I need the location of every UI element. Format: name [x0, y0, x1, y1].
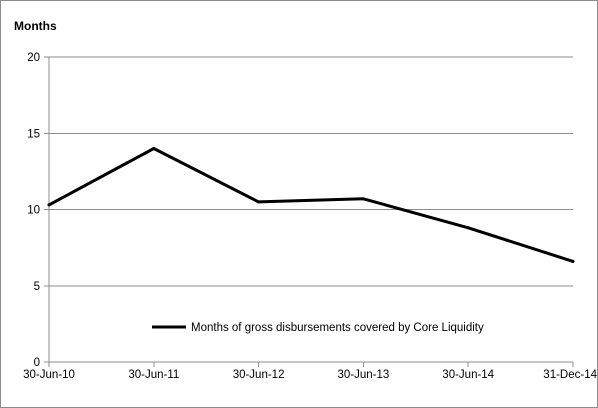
- x-tick-label: 30-Jun-13: [338, 369, 390, 381]
- data-point: [257, 200, 261, 204]
- y-tick-label: 0: [34, 357, 40, 369]
- x-tick-labels: 30-Jun-10 30-Jun-11 30-Jun-12 30-Jun-13 30-J…: [23, 362, 598, 381]
- y-tick-label: 5: [34, 281, 40, 293]
- data-point: [466, 226, 470, 230]
- data-point: [571, 259, 575, 263]
- legend: Months of gross disbursements covered by…: [152, 322, 484, 334]
- legend-label: Months of gross disbursements covered by…: [191, 322, 484, 334]
- y-tick-labels: 0 5 10 15 20: [27, 52, 40, 369]
- x-tick-label: 30-Jun-12: [233, 369, 285, 381]
- x-tick-label: 31-Dec-14: [543, 369, 597, 381]
- x-tick-label: 30-Jun-10: [23, 369, 75, 381]
- data-point: [152, 147, 156, 150]
- series-line: [47, 147, 575, 263]
- data-point: [361, 197, 365, 201]
- y-tick-label: 15: [27, 128, 40, 140]
- series-group: [47, 147, 575, 263]
- data-point: [47, 203, 51, 207]
- grid-lines: [44, 56, 573, 363]
- y-tick-label: 10: [27, 205, 40, 217]
- y-tick-label: 20: [27, 52, 40, 64]
- axes: [48, 57, 573, 363]
- x-tick-label: 30-Jun-14: [442, 369, 494, 381]
- y-axis-label: Months: [14, 19, 57, 33]
- x-tick-label: 30-Jun-11: [128, 369, 179, 381]
